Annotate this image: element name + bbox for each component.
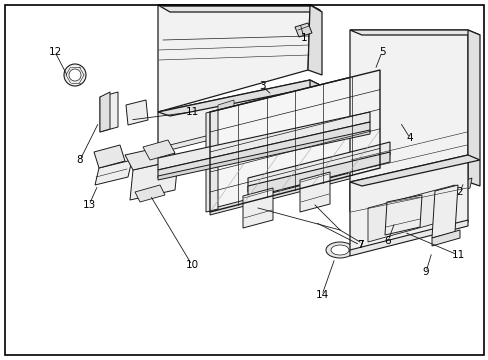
Polygon shape	[158, 110, 309, 153]
Ellipse shape	[106, 116, 112, 120]
Polygon shape	[130, 160, 178, 200]
Polygon shape	[349, 155, 467, 252]
Polygon shape	[218, 100, 234, 113]
Polygon shape	[158, 80, 321, 116]
Polygon shape	[205, 110, 218, 212]
Text: 10: 10	[185, 260, 198, 270]
Ellipse shape	[330, 245, 348, 255]
Polygon shape	[158, 122, 369, 178]
Polygon shape	[467, 30, 479, 186]
Polygon shape	[158, 5, 321, 12]
Polygon shape	[158, 80, 309, 150]
Polygon shape	[158, 130, 369, 180]
Ellipse shape	[219, 127, 241, 135]
Polygon shape	[209, 70, 379, 212]
Ellipse shape	[386, 132, 398, 139]
Polygon shape	[243, 188, 272, 228]
Polygon shape	[434, 232, 454, 242]
Polygon shape	[349, 220, 467, 256]
Polygon shape	[294, 23, 311, 37]
Text: 8: 8	[77, 155, 83, 165]
Polygon shape	[94, 145, 125, 168]
Text: 13: 13	[82, 200, 96, 210]
Ellipse shape	[308, 188, 320, 196]
Polygon shape	[374, 100, 399, 140]
Text: 11: 11	[450, 250, 464, 260]
Polygon shape	[367, 185, 454, 242]
Text: 11: 11	[185, 107, 198, 117]
Polygon shape	[431, 185, 457, 238]
Polygon shape	[258, 100, 273, 113]
Text: 3: 3	[258, 81, 265, 91]
Polygon shape	[125, 145, 178, 170]
Circle shape	[69, 69, 81, 81]
Text: 7: 7	[356, 240, 363, 250]
Ellipse shape	[308, 157, 330, 165]
Text: 4: 4	[406, 133, 412, 143]
Ellipse shape	[106, 103, 112, 107]
Polygon shape	[307, 5, 321, 75]
Polygon shape	[309, 80, 321, 116]
Circle shape	[64, 64, 86, 86]
Polygon shape	[309, 5, 319, 55]
Polygon shape	[209, 165, 379, 215]
Ellipse shape	[324, 122, 346, 130]
Polygon shape	[349, 30, 479, 35]
Polygon shape	[126, 100, 148, 125]
Text: 2: 2	[456, 187, 462, 197]
Text: 7: 7	[356, 240, 363, 250]
Polygon shape	[100, 92, 118, 132]
Polygon shape	[392, 100, 406, 142]
Polygon shape	[135, 185, 164, 202]
Ellipse shape	[268, 158, 290, 166]
Ellipse shape	[253, 125, 275, 133]
Text: 1: 1	[300, 33, 306, 43]
Text: 5: 5	[378, 47, 385, 57]
Polygon shape	[431, 230, 459, 246]
Polygon shape	[247, 142, 389, 192]
Polygon shape	[95, 160, 132, 185]
Ellipse shape	[325, 242, 353, 258]
Ellipse shape	[183, 128, 205, 136]
Polygon shape	[160, 5, 309, 90]
Ellipse shape	[133, 109, 141, 114]
Polygon shape	[349, 155, 479, 186]
Polygon shape	[158, 5, 309, 112]
Text: 9: 9	[422, 267, 428, 277]
Polygon shape	[142, 140, 175, 160]
Polygon shape	[100, 92, 110, 132]
Polygon shape	[384, 195, 421, 235]
Text: 6: 6	[384, 236, 390, 246]
Polygon shape	[158, 112, 369, 170]
Polygon shape	[247, 152, 389, 198]
Ellipse shape	[394, 210, 412, 220]
Polygon shape	[299, 172, 329, 212]
Polygon shape	[349, 30, 467, 212]
Ellipse shape	[348, 154, 370, 162]
Polygon shape	[457, 178, 471, 192]
Text: 14: 14	[315, 290, 328, 300]
Ellipse shape	[288, 123, 310, 131]
Text: 12: 12	[48, 47, 61, 57]
Ellipse shape	[251, 204, 264, 212]
Polygon shape	[160, 5, 319, 10]
